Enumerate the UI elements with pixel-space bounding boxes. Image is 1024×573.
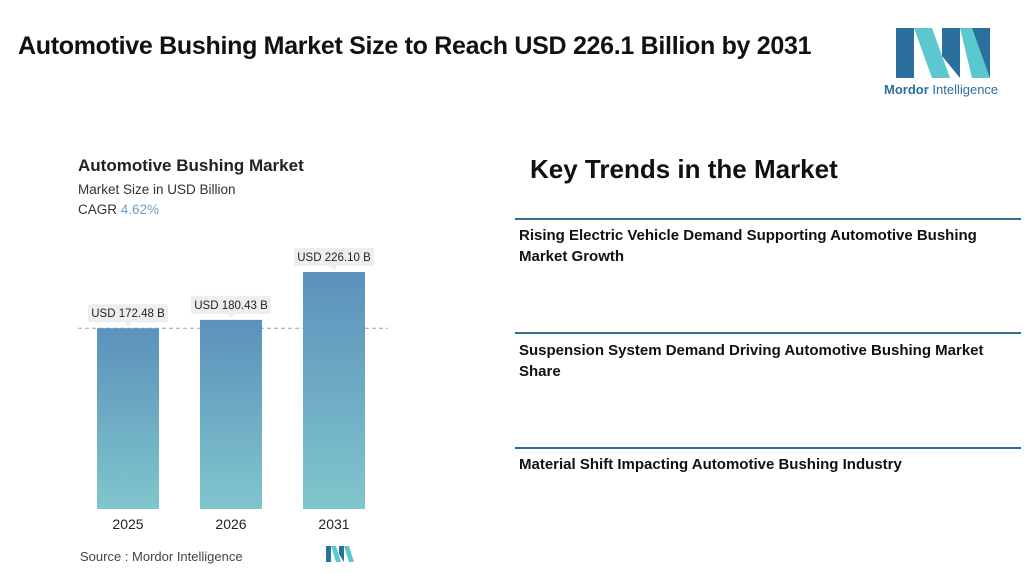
data-label-pointer xyxy=(330,266,338,270)
bar-2026 xyxy=(200,319,262,509)
bar-2025 xyxy=(97,328,159,509)
cagr-label: CAGR xyxy=(78,202,118,217)
bar-2031 xyxy=(303,272,365,509)
data-label-pointer xyxy=(124,322,132,327)
mordor-intelligence-logo xyxy=(896,28,990,78)
trend-divider xyxy=(515,332,1021,334)
data-label-box xyxy=(191,295,271,314)
chart-subtitle: Market Size in USD Billion xyxy=(78,182,236,197)
x-tick-label: 2026 xyxy=(215,516,246,532)
logo-text: Mordor Intelligence xyxy=(884,82,999,97)
x-tick-label: 2025 xyxy=(112,516,143,532)
chart-title: Automotive Bushing Market xyxy=(78,156,304,175)
trend-divider xyxy=(515,447,1021,449)
cagr-line: CAGR 4.62% xyxy=(78,202,159,217)
cagr-value: 4.62% xyxy=(120,202,160,217)
data-label-box xyxy=(294,248,374,266)
data-label-box xyxy=(88,304,168,323)
trend-divider xyxy=(515,218,1021,220)
x-tick-label: 2031 xyxy=(318,516,349,532)
data-label: USD 172.48 B xyxy=(91,308,165,320)
source-note: Source : Mordor Intelligence xyxy=(80,549,243,564)
bar-chart: USD 172.48 B 2025 USD 180.43 B 2026 USD 226.… xyxy=(78,248,388,532)
data-label: USD 180.43 B xyxy=(194,300,268,312)
data-label: USD 226.10 B xyxy=(297,252,371,264)
trend-item-2: Suspension System Demand Driving Automot… xyxy=(519,342,984,380)
trends-title: Key Trends in the Market xyxy=(530,154,838,184)
trend-item-3: Material Shift Impacting Automotive Bush… xyxy=(519,456,902,473)
small-logo-icon xyxy=(326,546,354,562)
data-label-pointer xyxy=(227,313,235,318)
trend-item-1: Rising Electric Vehicle Demand Supportin… xyxy=(519,227,977,265)
page-title: Automotive Bushing Market Size to Reach … xyxy=(18,32,812,60)
